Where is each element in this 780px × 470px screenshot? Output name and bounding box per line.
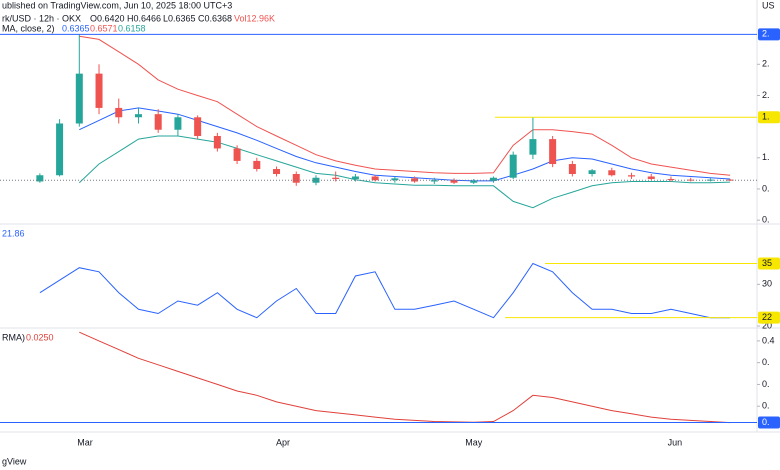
ohlc-high: H0.6466	[127, 13, 161, 23]
candle-body	[529, 139, 537, 155]
y-tick-label: 0.	[762, 357, 770, 367]
y-tick-label: 0.	[762, 183, 770, 193]
x-tick-label: Jun	[668, 437, 683, 447]
candle-body	[588, 170, 596, 174]
candle-body	[154, 114, 162, 130]
y-tick-label: 2.	[762, 59, 770, 69]
level-label: 0.	[762, 417, 770, 427]
candle-body	[608, 170, 616, 176]
y-tick-label: 0.	[762, 379, 770, 389]
level-label: 35	[762, 258, 772, 268]
candle-body	[115, 107, 123, 118]
y-tick-label: 0.	[762, 401, 770, 411]
currency: US	[762, 0, 775, 10]
ohlc-close: C0.6368	[198, 13, 232, 23]
candle-body	[332, 177, 340, 179]
y-tick-label: 20	[762, 320, 772, 330]
candle-body	[351, 176, 359, 179]
level-badge	[758, 311, 780, 324]
candle-body	[549, 139, 557, 165]
level-badge	[758, 257, 780, 270]
candle-body	[489, 177, 497, 181]
candle-body	[95, 73, 103, 108]
indicator-label: RMA)	[2, 332, 25, 342]
indicator-line	[79, 331, 731, 424]
level-badge	[758, 111, 780, 124]
band-line	[78, 135, 731, 209]
x-tick-label: Apr	[276, 437, 290, 447]
level-label: 1.	[762, 112, 770, 122]
candle-body	[174, 117, 182, 130]
y-tick-label: 30	[762, 279, 772, 289]
published-note: ublished on TradingView.com, Jun 10, 202…	[2, 0, 232, 10]
ohlc-low: L0.6365	[163, 13, 196, 23]
indicator-line	[39, 262, 731, 319]
candle-body	[273, 169, 281, 174]
candle-body	[253, 160, 261, 170]
indicator-value: 0.0250	[26, 332, 54, 342]
x-tick-label: May	[465, 437, 483, 447]
candle-body	[292, 174, 300, 183]
candle-body	[371, 176, 379, 181]
y-tick-label: 0.4	[762, 335, 775, 345]
y-tick-label: 1.	[762, 152, 770, 162]
candle-body	[726, 179, 734, 181]
candle-body	[450, 180, 458, 183]
candle-body	[568, 164, 576, 174]
band-line	[79, 35, 731, 176]
level-badge	[758, 28, 780, 41]
footer-brand: gView	[2, 456, 27, 466]
candle-body	[470, 180, 478, 183]
ohlc-open: O0.6420	[90, 13, 125, 23]
indicator-value: 0.6571	[90, 23, 118, 33]
candle-body	[706, 179, 714, 181]
indicator-value: 0.6158	[118, 23, 146, 33]
indicator-value: 0.6365	[62, 23, 90, 33]
candle-body	[194, 117, 202, 136]
y-tick-label: 2.	[762, 90, 770, 100]
indicator-label: MA, close, 2)	[2, 23, 55, 33]
candle-body	[430, 180, 438, 182]
level-badge	[758, 416, 780, 429]
candle-body	[213, 135, 221, 149]
candle-body	[667, 178, 675, 180]
symbol: rk/USD · 12h · OKX	[2, 13, 81, 23]
candle-body	[628, 175, 636, 177]
candle-body	[36, 175, 44, 182]
candle-body	[56, 123, 64, 176]
candle-body	[391, 178, 399, 181]
band-line	[79, 107, 731, 182]
volume: Vol12.96K	[234, 13, 275, 23]
candle-body	[233, 148, 241, 161]
candle-body	[647, 176, 655, 179]
y-tick-label: 0.	[762, 215, 770, 225]
indicator-value: 21.86	[2, 228, 25, 238]
candle-body	[75, 73, 83, 124]
candle-body	[134, 114, 142, 118]
x-tick-label: Mar	[77, 437, 93, 447]
level-label: 22	[762, 312, 772, 322]
candle-body	[509, 154, 517, 178]
level-label: 2.	[762, 29, 770, 39]
